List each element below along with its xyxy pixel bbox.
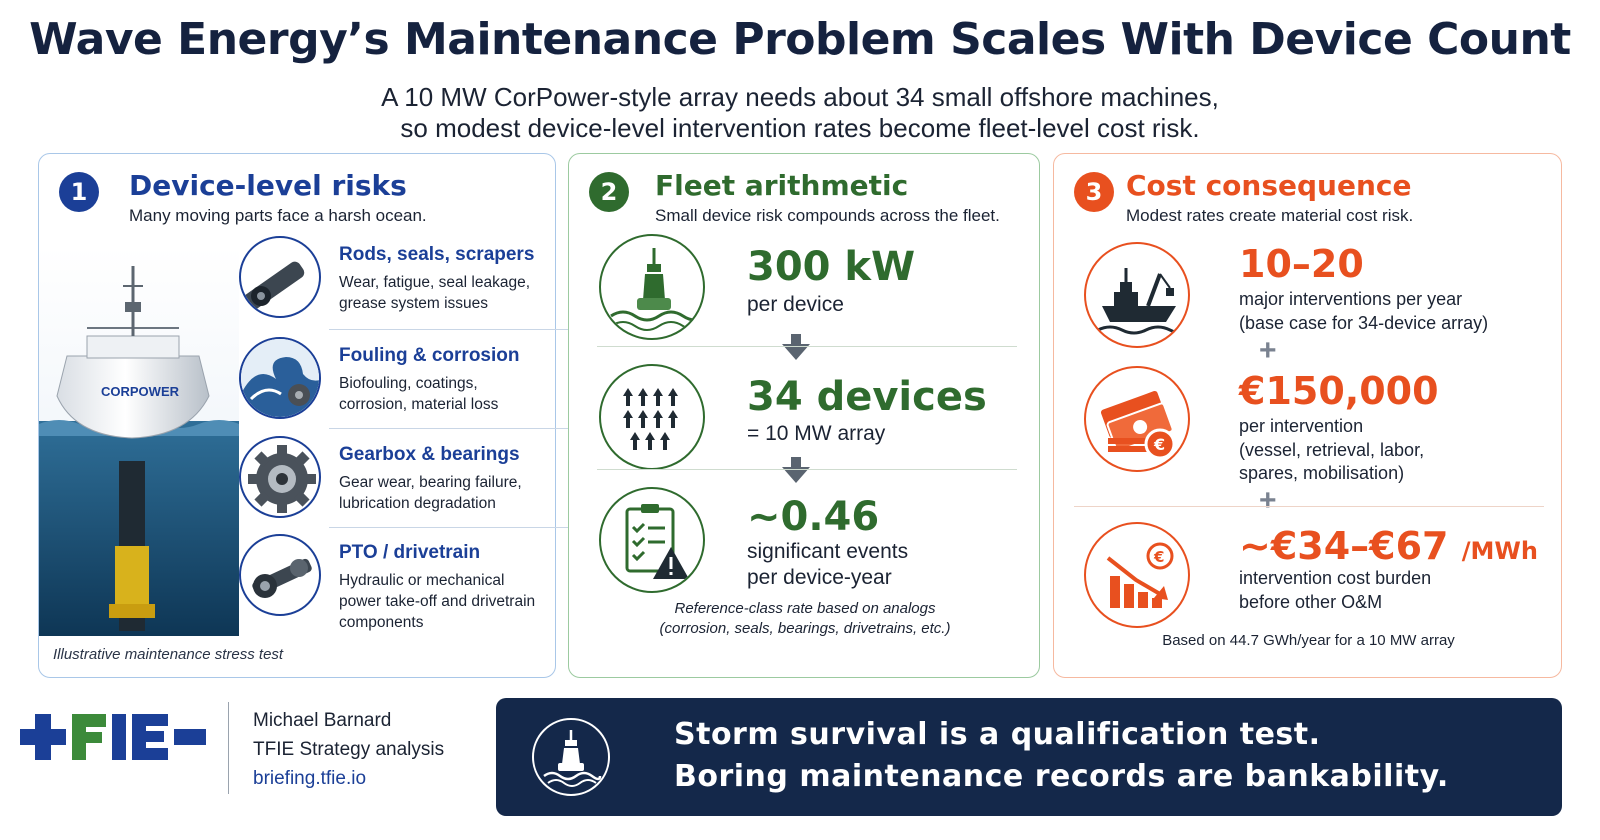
- fleet-value: 300 kW: [747, 244, 916, 290]
- divider: [329, 329, 569, 330]
- cost-value: ~€34–€67 /MWh: [1239, 524, 1538, 568]
- risk-desc: Gear wear, bearing failure, lubrication …: [339, 474, 522, 512]
- fleet-arithmetic-panel: 2 Fleet arithmetic Small device risk com…: [568, 153, 1040, 678]
- risk-title: Fouling & corrosion: [339, 345, 520, 366]
- panel-title: Cost consequence: [1126, 169, 1412, 202]
- declining-chart-icon: €: [1084, 522, 1190, 628]
- note-line-2: (corrosion, seals, bearings, drivetrains…: [659, 620, 951, 637]
- cost-value: €150,000: [1239, 369, 1439, 413]
- banner-line-1: Storm survival is a qualification test.: [674, 717, 1321, 752]
- fleet-label: = 10 MW array: [747, 422, 886, 445]
- risk-title: PTO / drivetrain: [339, 542, 481, 563]
- rod-icon: [239, 236, 321, 318]
- checklist-warning-icon: [599, 487, 705, 593]
- array-icon: [599, 364, 705, 470]
- page-subtitle: A 10 MW CorPower-style array needs about…: [0, 82, 1600, 144]
- subtitle-line-2: so modest device-level intervention rate…: [400, 113, 1200, 143]
- risk-item-fouling: Fouling & corrosion Biofouling, coatings…: [239, 337, 549, 432]
- svg-text:€: €: [1153, 435, 1165, 454]
- fleet-label: per device: [747, 293, 844, 316]
- buoy-illustration: CORPOWER: [39, 246, 239, 636]
- panel-subtitle: Many moving parts face a harsh ocean.: [129, 206, 427, 225]
- panel-number: 2: [589, 172, 629, 212]
- fleet-value: 34 devices: [747, 374, 987, 420]
- risk-desc: Wear, fatigue, seal leakage, grease syst…: [339, 274, 531, 312]
- risk-item-gearbox: Gearbox & bearings Gear wear, bearing fa…: [239, 436, 549, 531]
- briefing-link[interactable]: briefing.tfie.io: [253, 768, 367, 789]
- cost-consequence-panel: 3 Cost consequence Modest rates create m…: [1053, 153, 1562, 678]
- risk-item-rods: Rods, seals, scrapers Wear, fatigue, sea…: [239, 236, 549, 331]
- panel-title: Device-level risks: [129, 169, 407, 202]
- cost-label: (base case for 34-device array): [1239, 313, 1489, 333]
- plus-sign: +: [1259, 334, 1277, 367]
- subtitle-line-1: A 10 MW CorPower-style array needs about…: [381, 82, 1219, 112]
- buoy-brand-label: CORPOWER: [101, 384, 180, 399]
- device-risks-panel: 1 Device-level risks Many moving parts f…: [38, 153, 569, 678]
- divider: [597, 469, 1017, 470]
- risk-desc: Hydraulic or mechanical power take-off a…: [339, 572, 536, 631]
- divider: [1074, 506, 1544, 507]
- divider: [597, 346, 1017, 347]
- banner-text: Storm survival is a qualification test. …: [674, 714, 1449, 798]
- author-org: TFIE Strategy analysis: [253, 739, 445, 760]
- risk-title: Rods, seals, scrapers: [339, 244, 535, 265]
- note-line-1: Reference-class rate based on analogs: [674, 600, 936, 617]
- page-title: Wave Energy’s Maintenance Problem Scales…: [29, 14, 1571, 65]
- author-name: Michael Barnard: [253, 710, 392, 731]
- cost-label: (vessel, retrieval, labor,: [1239, 440, 1425, 460]
- panel-note: Based on 44.7 GWh/year for a 10 MW array: [1162, 632, 1455, 649]
- fleet-label: significant events: [747, 540, 909, 563]
- banner-line-2: Boring maintenance records are bankabili…: [674, 759, 1449, 794]
- cost-label: intervention cost burden: [1239, 568, 1432, 588]
- cost-value: 10–20: [1239, 242, 1364, 286]
- vessel-icon: [1084, 242, 1190, 348]
- buoy-icon: [532, 718, 610, 796]
- cost-value-number: ~€34–€67: [1239, 524, 1449, 568]
- down-arrow-icon: [782, 334, 810, 360]
- risk-title: Gearbox & bearings: [339, 444, 520, 465]
- gear-icon: [239, 436, 321, 518]
- risk-desc: Biofouling, coatings, corrosion, materia…: [339, 375, 499, 413]
- panel-subtitle: Modest rates create material cost risk.: [1126, 206, 1414, 225]
- plus-sign: +: [1259, 484, 1277, 517]
- buoy-icon: [599, 234, 705, 340]
- drivetrain-icon: [239, 534, 321, 616]
- svg-text:€: €: [1153, 548, 1164, 566]
- panel-number: 1: [59, 172, 99, 212]
- fleet-label: per device-year: [747, 566, 892, 589]
- wave-icon: [239, 337, 321, 419]
- fleet-value: ~0.46: [747, 494, 880, 540]
- cost-label: major interventions per year: [1239, 289, 1463, 309]
- divider: [329, 428, 569, 429]
- cost-value-number: 10–20: [1239, 242, 1364, 286]
- divider: [329, 527, 569, 528]
- author-block: Michael Barnard TFIE Strategy analysis b…: [253, 706, 444, 793]
- risk-item-pto: PTO / drivetrain Hydraulic or mechanical…: [239, 534, 549, 631]
- cost-label: before other O&M: [1239, 592, 1383, 612]
- divider: [228, 702, 229, 794]
- cost-label: per intervention: [1239, 416, 1364, 436]
- cost-value-unit: /MWh: [1461, 537, 1538, 565]
- panel-subtitle: Small device risk compounds across the f…: [655, 206, 1000, 225]
- panel-note: Reference-class rate based on analogs (c…: [569, 599, 1041, 639]
- panel-title: Fleet arithmetic: [655, 169, 909, 202]
- down-arrow-icon: [782, 457, 810, 483]
- cost-value-number: €150,000: [1239, 369, 1439, 413]
- panel-note: Illustrative maintenance stress test: [53, 646, 284, 663]
- tfie-logo: [18, 708, 208, 766]
- conclusion-banner: Storm survival is a qualification test. …: [496, 698, 1562, 816]
- cost-label: spares, mobilisation): [1239, 463, 1405, 483]
- panel-number: 3: [1074, 172, 1114, 212]
- money-icon: €: [1084, 366, 1190, 472]
